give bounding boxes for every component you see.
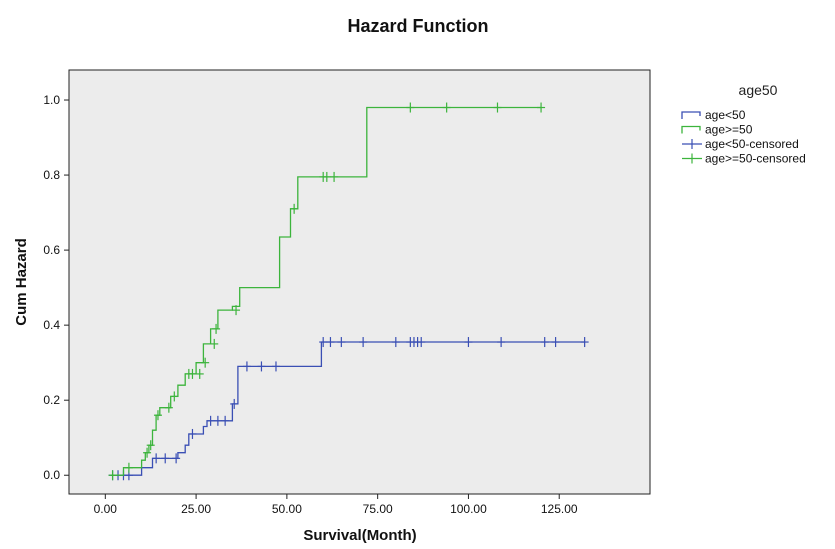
x-tick-label: 0.00 xyxy=(94,502,118,516)
x-axis-label: Survival(Month) xyxy=(303,527,416,544)
legend-label: age<50 xyxy=(705,108,746,122)
censored-mark xyxy=(221,415,230,426)
y-tick-label: 0.8 xyxy=(43,168,60,182)
censored-mark xyxy=(257,361,266,372)
y-tick-label: 1.0 xyxy=(43,93,60,107)
censored-mark xyxy=(359,337,368,348)
y-tick-label: 0.2 xyxy=(43,393,60,407)
censored-mark xyxy=(108,470,117,481)
censored-mark xyxy=(232,305,241,316)
censored-mark xyxy=(195,368,204,379)
plot-area xyxy=(68,69,651,495)
censored-mark xyxy=(230,398,239,409)
censored-mark xyxy=(337,337,346,348)
legend-label: age>=50 xyxy=(705,123,753,137)
censored-mark xyxy=(537,102,546,113)
legend-item: age>=50 xyxy=(681,123,753,137)
censored-mark xyxy=(242,361,251,372)
legend-label: age>=50-censored xyxy=(705,152,806,166)
censored-mark xyxy=(201,357,210,368)
censored-mark xyxy=(170,391,179,402)
censored-mark xyxy=(271,361,280,372)
legend-line-swatch xyxy=(681,111,701,119)
censored-mark xyxy=(206,415,215,426)
censored-mark xyxy=(464,337,473,348)
legend-label: age<50-censored xyxy=(705,137,799,151)
legend-line-swatch xyxy=(681,125,701,134)
censored-mark xyxy=(213,415,222,426)
censored-mark xyxy=(406,102,415,113)
x-tick-label: 50.00 xyxy=(272,502,302,516)
censored-mark xyxy=(164,402,173,413)
censored-mark xyxy=(188,368,197,379)
x-tick-label: 75.00 xyxy=(363,502,393,516)
censored-mark xyxy=(153,410,162,421)
y-tick-label: 0.4 xyxy=(43,318,60,332)
censored-mark xyxy=(540,337,549,348)
legend-item: age<50 xyxy=(681,108,746,122)
censored-mark xyxy=(124,462,133,473)
x-tick-label: 125.00 xyxy=(541,502,578,516)
censored-mark xyxy=(417,337,426,348)
censored-mark xyxy=(210,338,219,349)
censored-mark xyxy=(161,453,170,464)
censored-mark xyxy=(493,102,502,113)
censored-mark xyxy=(580,337,589,348)
x-axis: 0.00 25.00 50.00 75.00 100.00 125.00 xyxy=(94,494,578,516)
y-axis-label: Cum Hazard xyxy=(13,238,30,326)
legend: age50 age<50age>=50age<50-censoredage>=5… xyxy=(681,82,806,166)
legend-item: age>=50-censored xyxy=(682,152,806,166)
y-tick-label: 0.6 xyxy=(43,243,60,257)
y-tick-label: 0.0 xyxy=(43,468,60,482)
censored-mark xyxy=(391,337,400,348)
chart-title: Hazard Function xyxy=(347,16,488,36)
y-axis: 0.0 0.2 0.4 0.6 0.8 1.0 xyxy=(43,93,69,482)
legend-title: age50 xyxy=(739,82,778,98)
censored-mark xyxy=(319,337,328,348)
censored-mark xyxy=(551,337,560,348)
censored-mark xyxy=(212,323,221,334)
censored-mark xyxy=(152,453,161,464)
censored-mark xyxy=(143,447,152,458)
censored-mark xyxy=(330,171,339,182)
censored-mark xyxy=(497,337,506,348)
x-tick-label: 100.00 xyxy=(450,502,487,516)
x-tick-label: 25.00 xyxy=(181,502,211,516)
censored-mark xyxy=(442,102,451,113)
censored-mark xyxy=(322,171,331,182)
censored-mark xyxy=(146,440,155,451)
censored-mark xyxy=(326,337,335,348)
censored-mark xyxy=(188,428,197,439)
series-layer xyxy=(108,102,589,481)
censored-mark xyxy=(290,203,299,214)
censored-mark xyxy=(172,453,181,464)
legend-item: age<50-censored xyxy=(682,137,799,151)
